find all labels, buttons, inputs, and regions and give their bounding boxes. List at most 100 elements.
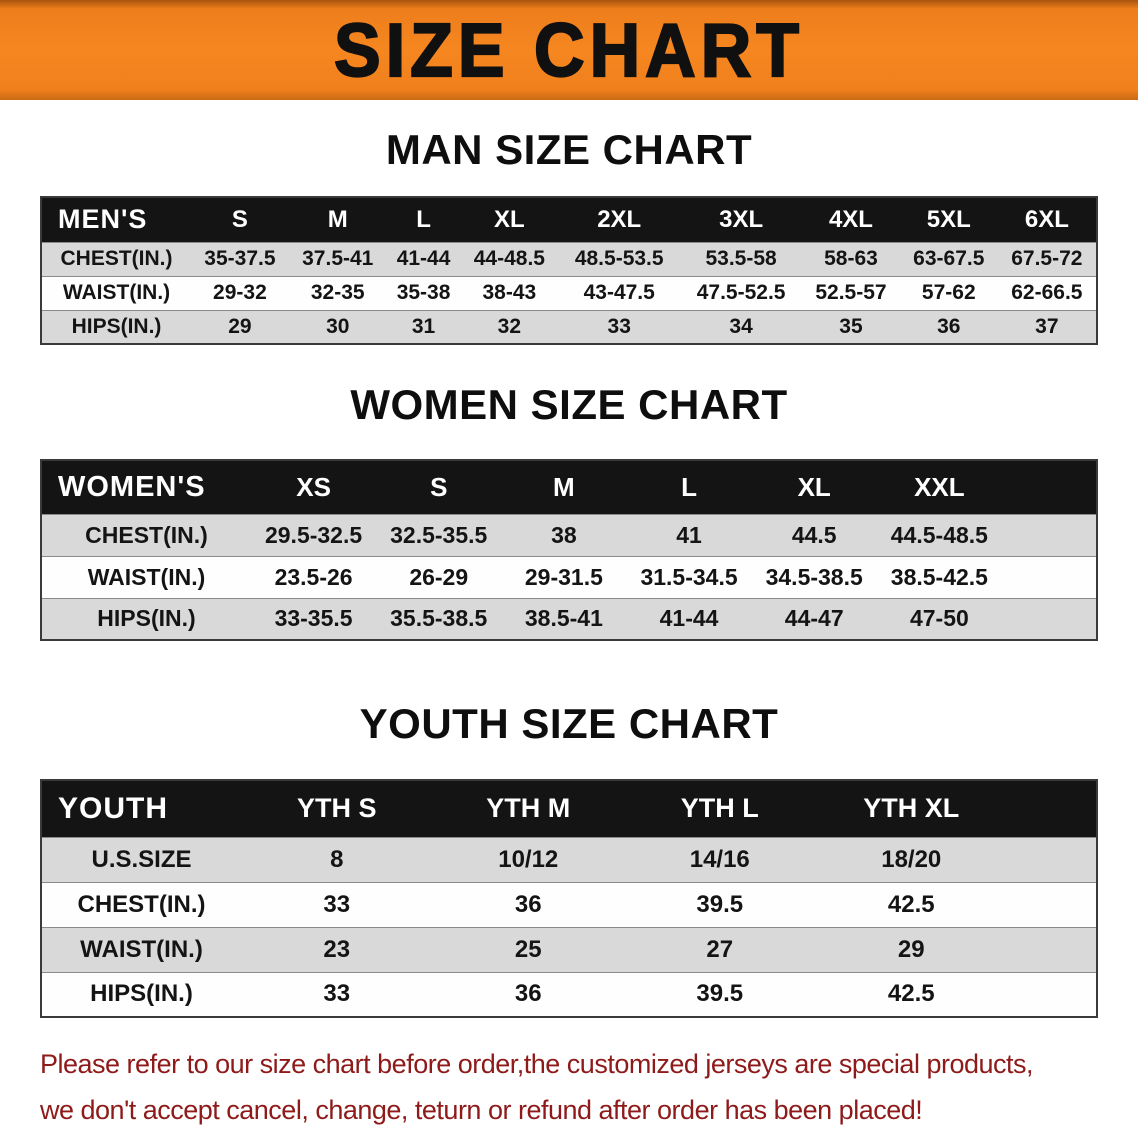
size-value-cell: 37.5-41: [302, 247, 374, 270]
spacer-cell: [1007, 972, 1097, 1017]
page-title: SIZE CHART: [333, 7, 804, 93]
size-value-cell: 34: [729, 314, 753, 338]
size-value-cell: 32-35: [310, 281, 365, 304]
size-value-cell: 41-44: [396, 247, 451, 270]
table-row: WAIST(IN.) 29-32 32-35 35-38 38-43 43-47.5 47.…: [41, 276, 1097, 310]
size-value-cell: 29-32: [213, 281, 267, 304]
size-value-cell: 42.5: [887, 890, 935, 918]
size-column-header: 5XL: [926, 205, 971, 233]
size-value-cell: 43-47.5: [583, 281, 655, 304]
size-value-cell: 10/12: [498, 845, 559, 873]
size-value-cell: 30: [326, 314, 350, 338]
size-column-header: S: [430, 471, 448, 502]
size-value-cell: 58-63: [824, 247, 878, 270]
size-value-cell: 32: [497, 314, 522, 338]
size-value-cell: 36: [514, 890, 542, 918]
size-value-cell: 62-66.5: [1011, 281, 1083, 304]
size-value-cell: 18/20: [881, 845, 942, 873]
spacer-cell: [1002, 598, 1097, 640]
table-row: WAIST(IN.) 23 25 27 29: [41, 927, 1097, 972]
men-size-table: MEN'S S M L XL 2XL 3XL 4XL 5XL 6XL CHEST(IN.) 35-37…: [40, 196, 1098, 345]
size-column-header: XS: [296, 471, 331, 502]
size-value-cell: 29: [897, 935, 925, 963]
size-value-cell: 63-67.5: [913, 247, 985, 270]
size-value-cell: 23: [323, 935, 351, 963]
size-value-cell: 34.5-38.5: [765, 563, 863, 590]
measurement-label: HIPS(IN.): [90, 980, 193, 1008]
size-value-cell: 31.5-34.5: [640, 563, 738, 590]
measurement-label: HIPS(IN.): [71, 314, 162, 338]
size-value-cell: 33-35.5: [274, 605, 353, 632]
size-column-header: M: [553, 471, 575, 502]
table-row: U.S.SIZE 8 10/12 14/16 18/20: [41, 837, 1097, 882]
table-row: HIPS(IN.) 33-35.5 35.5-38.5 38.5-41 41-44 44-…: [41, 598, 1097, 640]
size-value-cell: 47.5-52.5: [696, 281, 786, 304]
table-row: CHEST(IN.) 29.5-32.5 32.5-35.5 38 41 44.5 44.5…: [41, 514, 1097, 556]
size-column-header: 4XL: [828, 205, 873, 233]
size-column-header: M: [327, 205, 348, 233]
men-size-section: MAN SIZE CHART MEN'S S M L XL 2XL 3XL 4XL 5XL 6XL…: [0, 129, 1138, 345]
size-value-cell: 44.5: [791, 521, 837, 548]
women-size-section: WOMEN SIZE CHART WOMEN'S XS S M L XL XXL CHEST(…: [0, 384, 1138, 641]
size-value-cell: 33: [323, 890, 351, 918]
size-value-cell: 42.5: [887, 980, 935, 1008]
measurement-label: CHEST(IN.): [77, 890, 206, 918]
size-value-cell: 14/16: [689, 845, 750, 873]
size-value-cell: 35: [839, 314, 863, 338]
size-column-header: YTH S: [296, 793, 377, 824]
size-value-cell: 44.5-48.5: [890, 521, 988, 548]
size-value-cell: 29-31.5: [524, 563, 603, 590]
size-value-cell: 38.5-42.5: [890, 563, 988, 590]
size-column-header: S: [231, 205, 248, 233]
measurement-label: HIPS(IN.): [97, 605, 196, 632]
size-value-cell: 35.5-38.5: [390, 605, 488, 632]
women-section-heading: WOMEN SIZE CHART: [350, 381, 788, 428]
youth-section-heading: YOUTH SIZE CHART: [359, 700, 779, 747]
size-value-cell: 26-29: [409, 563, 469, 590]
size-column-header: 6XL: [1024, 205, 1069, 233]
disclaimer-note: Please refer to our size chart before or…: [0, 1041, 1138, 1133]
size-value-cell: 41: [676, 521, 702, 548]
size-column-header: YTH M: [486, 793, 571, 824]
size-value-cell: 48.5-53.5: [574, 247, 664, 270]
size-column-header: 3XL: [719, 205, 764, 233]
size-value-cell: 44-48.5: [473, 247, 545, 270]
disclaimer-line-2: we don't accept cancel, change, teturn o…: [40, 1095, 923, 1125]
size-value-cell: 35-37.5: [204, 247, 276, 270]
size-value-cell: 38: [551, 521, 577, 548]
women-size-table: WOMEN'S XS S M L XL XXL CHEST(IN.) 29.5-32.5 32.5…: [40, 459, 1098, 641]
size-value-cell: 36: [937, 314, 961, 338]
size-value-cell: 8: [330, 845, 344, 873]
disclaimer-line-1: Please refer to our size chart before or…: [40, 1049, 1034, 1079]
size-column-header: XL: [494, 205, 525, 233]
size-value-cell: 33: [323, 980, 351, 1008]
table-corner-label: WOMEN'S: [58, 470, 206, 503]
size-column-header: YTH XL: [863, 793, 960, 824]
size-value-cell: 29.5-32.5: [264, 521, 363, 548]
spacer-cell: [1007, 882, 1097, 927]
size-value-cell: 37: [1035, 314, 1059, 338]
spacer-cell: [1007, 927, 1097, 972]
men-section-heading: MAN SIZE CHART: [385, 126, 753, 173]
size-value-cell: 44-47: [784, 605, 844, 632]
spacer-cell: [1002, 460, 1097, 514]
spacer-cell: [1002, 556, 1097, 598]
spacer-cell: [1007, 780, 1097, 837]
measurement-label: CHEST(IN.): [85, 521, 208, 548]
table-row: HIPS(IN.) 29 30 31 32 33 34 35 36 37: [41, 310, 1097, 344]
size-column-header: 2XL: [597, 205, 642, 233]
size-value-cell: 23.5-26: [274, 563, 353, 590]
spacer-cell: [1007, 837, 1097, 882]
table-header-row: WOMEN'S XS S M L XL XXL: [41, 460, 1097, 514]
size-value-cell: 27: [706, 935, 734, 963]
size-value-cell: 36: [514, 980, 542, 1008]
size-value-cell: 57-62: [921, 281, 976, 304]
size-value-cell: 41-44: [659, 605, 719, 632]
size-value-cell: 52.5-57: [815, 281, 887, 304]
measurement-label: CHEST(IN.): [60, 247, 173, 270]
size-column-header: XL: [797, 471, 831, 502]
table-header-row: MEN'S S M L XL 2XL 3XL 4XL 5XL 6XL: [41, 197, 1097, 242]
size-value-cell: 39.5: [696, 890, 744, 918]
table-corner-label: YOUTH: [58, 791, 168, 825]
